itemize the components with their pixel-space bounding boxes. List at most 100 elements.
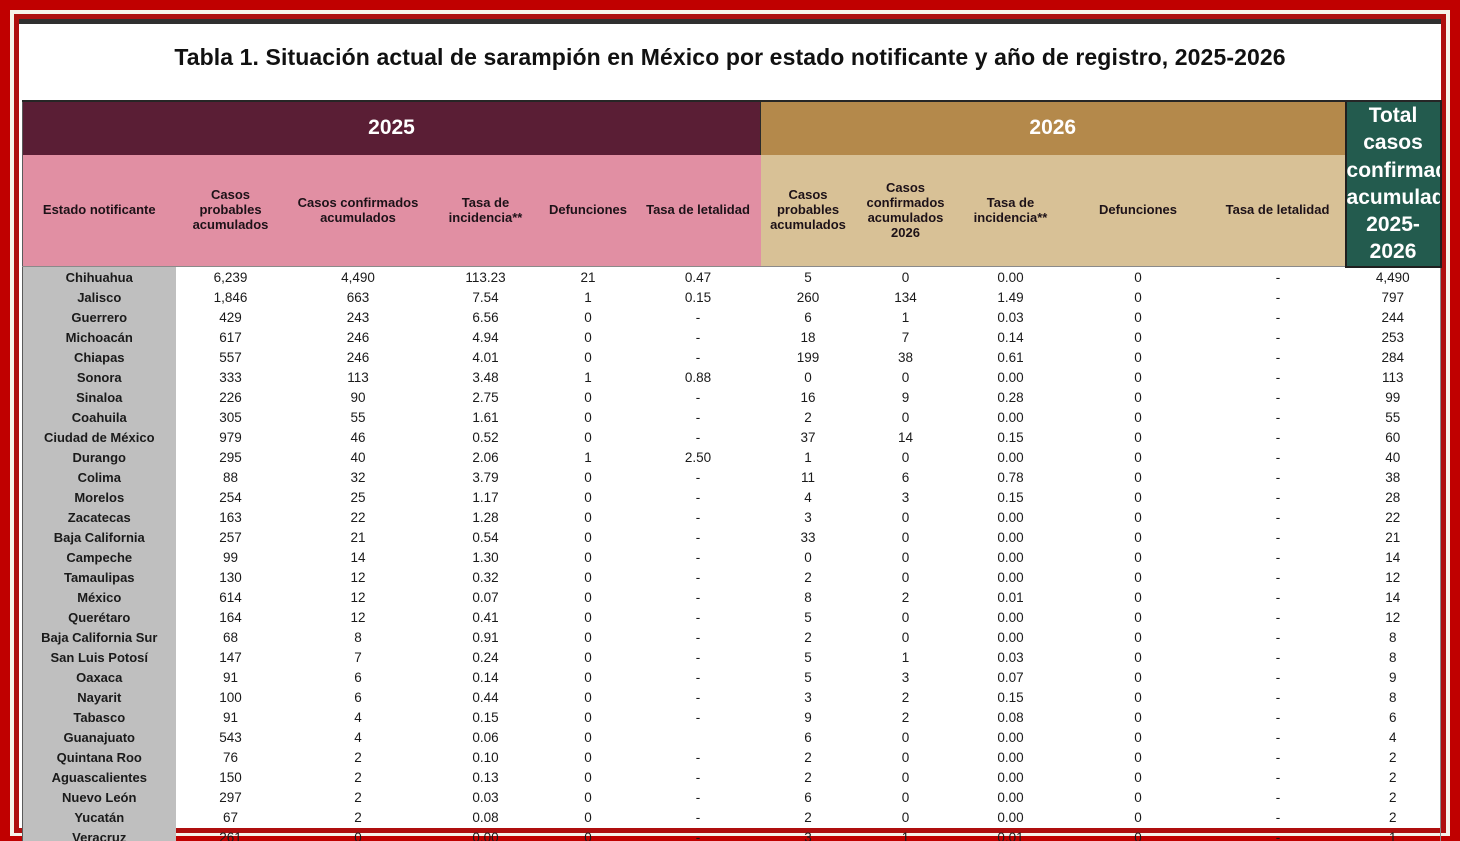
data-cell: - [695,770,701,786]
data-cell: 37 [800,430,816,446]
data-cell: - [695,650,701,666]
data-cell: 8 [1389,690,1397,706]
data-cell: 0 [584,390,592,406]
state-name-cell: Tabasco [22,707,176,728]
data-cell: 1 [901,650,910,666]
data-cell: 0 [584,730,592,746]
year-2025-header: 2025 [22,100,761,155]
total-column-header: Total casos confirmados acumulados 2025-… [1344,100,1442,268]
data-cell: 0.00 [997,550,1024,566]
data-cell: 21 [1385,530,1401,546]
data-cell: 0 [1134,330,1142,346]
data-cell: 0 [1134,430,1142,446]
data-cell: 295 [219,450,242,466]
data-cell: 0.00 [997,450,1024,466]
data-cell: 3 [901,490,910,506]
column-header-casos-probables-2026: Casos probables acumulados [760,154,856,268]
data-cell: 0 [584,510,592,526]
state-name-cell: San Luis Potosí [22,647,176,668]
data-cell: - [1275,550,1281,566]
data-cell: 0.03 [997,310,1024,326]
state-name-cell: Coahuila [22,407,176,428]
data-cell: 18 [800,330,816,346]
data-cell: - [695,510,701,526]
data-cell: 55 [350,410,366,426]
data-cell: 0.01 [997,830,1024,841]
data-cell: 0.14 [472,670,499,686]
table-row: Sonora 333 113 3.48 1 0.88 0 0 0.00 0 - 113 [22,367,1441,388]
data-cell: 0 [1134,830,1142,841]
data-cell: - [1275,510,1281,526]
data-cell: 14 [1385,590,1401,606]
state-name-cell: Baja California [22,527,176,548]
data-cell: - [1275,290,1281,306]
data-cell: 0 [584,670,592,686]
data-cell: 4 [354,730,362,746]
top-edge-line [19,19,1441,24]
data-cell: 32 [350,470,366,486]
data-cell: 130 [219,570,242,586]
data-cell: 0 [1134,550,1142,566]
data-cell: 0.15 [684,290,712,306]
data-cell: 1 [804,450,812,466]
data-cell: 0 [901,270,910,286]
data-cell: 0.15 [997,430,1024,446]
data-cell: 3 [804,830,812,841]
data-cell: 1 [901,310,910,326]
state-name-cell: Jalisco [22,287,176,308]
data-cell: 12 [350,590,366,606]
data-cell: 38 [897,350,914,366]
data-cell: 0 [1134,710,1142,726]
page-content: Tabla 1. Situación actual de sarampión e… [19,19,1442,841]
data-cell: 0 [584,790,592,806]
data-cell: - [695,310,701,326]
data-cell: 0 [584,490,592,506]
table-row: Chihuahua 6,239 4,490 113.23 21 0.47 5 0 0.00 0 - 4… [22,266,1441,288]
data-cell: 1 [584,370,592,386]
state-name-cell: Sinaloa [22,387,176,408]
data-cell: 9 [1389,670,1397,686]
data-cell: 0 [584,430,592,446]
data-cell: 6 [901,470,910,486]
table-row: Campeche 99 14 1.30 0 - 0 0 0.00 0 - 14 [22,547,1441,568]
data-cell: 6 [1389,710,1397,726]
data-cell: 0 [1134,670,1142,686]
data-cell: 0.00 [997,270,1024,286]
data-cell: 8 [1389,630,1397,646]
data-cell: 0 [584,530,592,546]
data-cell: - [695,610,701,626]
data-cell: 5 [804,650,812,666]
data-cell: 2 [1389,750,1397,766]
data-cell: 0 [901,570,910,586]
state-name-cell: Campeche [22,547,176,568]
data-cell: 4.94 [472,330,499,346]
table-row: Tamaulipas 130 12 0.32 0 - 2 0 0.00 0 - 12 [22,567,1441,588]
sarampion-table: 2025 2 0 2 6 Total casos confirmados acumul… [22,100,1442,841]
data-cell: 0.15 [472,710,499,726]
data-cell: 0 [901,810,910,826]
data-cell: 1,846 [213,290,248,306]
data-cell: 38 [1385,470,1401,486]
data-cell: - [1275,810,1281,826]
data-cell: 76 [222,750,239,766]
data-cell: 0 [584,610,592,626]
data-cell: 617 [219,330,242,346]
data-cell: 0.00 [997,610,1024,626]
data-cell: 1 [584,290,592,306]
data-cell: 614 [219,590,242,606]
state-name-cell: México [22,587,176,608]
data-cell: 8 [804,590,812,606]
data-cell: 199 [796,350,820,366]
data-cell: 0 [1134,450,1142,466]
data-cell: 0 [901,370,910,386]
state-name-cell: Guerrero [22,307,176,328]
data-cell: 0.00 [997,790,1024,806]
data-cell: 91 [222,670,239,686]
data-cell: 6 [804,790,812,806]
data-cell: 0 [1134,310,1142,326]
data-cell: 2 [354,790,362,806]
data-cell: - [1275,790,1281,806]
data-cell: 14 [350,550,366,566]
table-row: Veracruz 261 0 0.00 0 - 3 1 0.01 0 - 1 [22,827,1441,841]
data-cell: 333 [219,370,242,386]
